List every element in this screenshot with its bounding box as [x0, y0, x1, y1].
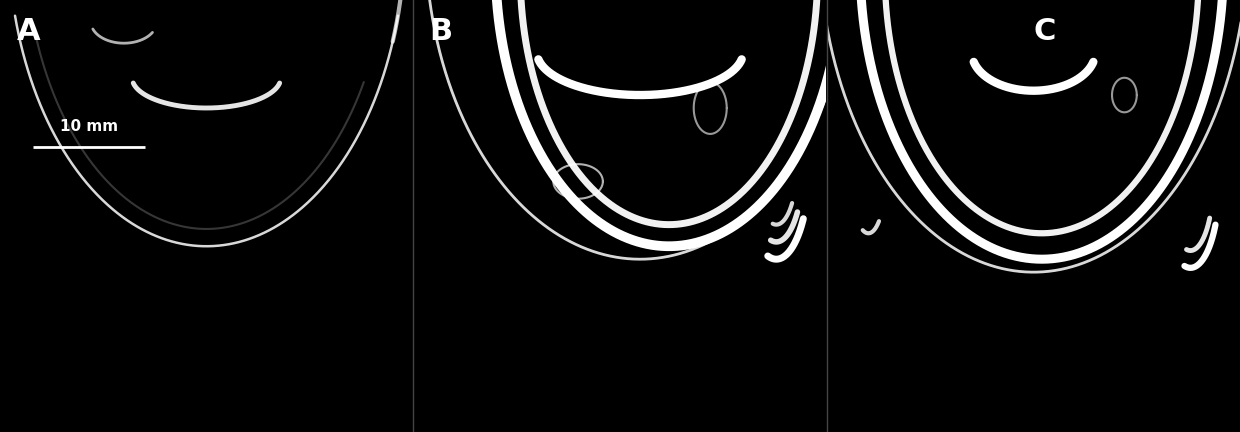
- Text: 10 mm: 10 mm: [60, 119, 118, 134]
- Text: B: B: [429, 17, 453, 46]
- Text: C: C: [1034, 17, 1056, 46]
- Text: A: A: [16, 17, 40, 46]
